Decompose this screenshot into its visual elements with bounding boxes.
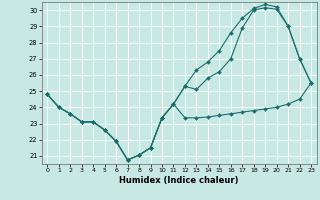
X-axis label: Humidex (Indice chaleur): Humidex (Indice chaleur) — [119, 176, 239, 185]
